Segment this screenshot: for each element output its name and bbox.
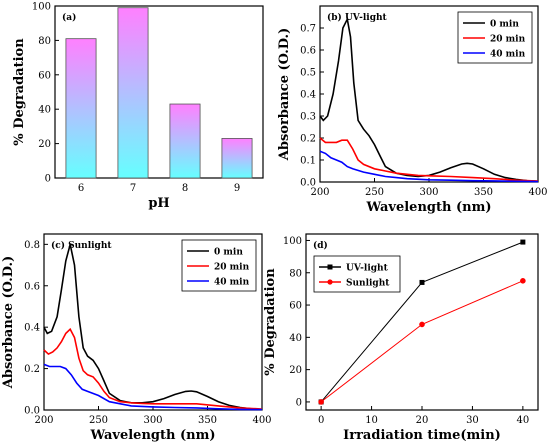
x-tick-label: 9 <box>234 183 240 194</box>
y-tick-label: 0.8 <box>24 240 40 251</box>
bar-ph-9 <box>221 138 253 179</box>
series-line-0-min <box>43 244 263 411</box>
y-tick-label: 80 <box>289 268 302 279</box>
data-point <box>520 278 526 284</box>
series-line-sunlight <box>320 280 524 403</box>
y-tick-label: 40 <box>38 105 51 116</box>
y-tick-label: 0.5 <box>300 68 316 79</box>
data-point <box>520 239 526 245</box>
y-tick-label: 0.0 <box>300 178 316 189</box>
panel-d-degradation-time: 0 20 40 60 80 100 0 10 20 30 40 Irradiation time(mi… <box>263 233 539 443</box>
x-tick-label: 40 <box>517 415 530 426</box>
y-tick-label: 0 <box>45 174 51 185</box>
x-tick-label: 300 <box>419 187 438 198</box>
x-tick-label: 6 <box>78 183 84 194</box>
y-tick-label: 0.2 <box>300 134 316 145</box>
series-line-20-min <box>319 137 539 182</box>
y-axis-label: Absorbance (O.D.) <box>277 28 292 161</box>
x-tick-label: 0 <box>318 415 324 426</box>
panel-c-sunlight-spectra: 0.0 0.2 0.4 0.6 0.8 200 250 300 350 400 Wavelength… <box>1 233 272 443</box>
panel-label: (a) <box>62 12 76 23</box>
x-tick-label: 8 <box>182 183 188 194</box>
series-line-20-min <box>43 327 263 410</box>
y-tick-label: 80 <box>38 36 51 47</box>
data-point <box>419 279 425 285</box>
legend-label: 40 min <box>214 278 250 288</box>
y-tick-label: 60 <box>289 301 302 312</box>
plot-frame <box>54 5 264 179</box>
bar-ph-6 <box>65 38 97 179</box>
x-tick-label: 350 <box>474 187 493 198</box>
y-tick-label: 100 <box>283 236 302 247</box>
y-tick-label: 0.4 <box>300 90 316 101</box>
x-tick-label: 400 <box>252 415 271 426</box>
x-tick-label: 250 <box>365 187 384 198</box>
legend-label: UV-light <box>346 264 389 274</box>
x-axis-label: Wavelength (nm) <box>90 428 216 443</box>
y-tick-label: 20 <box>289 365 302 376</box>
x-tick-label: 30 <box>466 415 479 426</box>
x-tick-label: 10 <box>365 415 378 426</box>
x-axis-label: Wavelength (nm) <box>366 200 492 215</box>
legend-box <box>313 255 401 293</box>
x-tick-label: 300 <box>143 415 162 426</box>
bar-ph-8 <box>169 103 201 179</box>
x-axis-label: Irradiation time(min) <box>343 428 501 443</box>
y-tick-label: 0.6 <box>300 46 316 57</box>
x-tick-label: 200 <box>310 187 329 198</box>
legend-marker <box>327 264 333 270</box>
y-tick-label: 0.2 <box>24 364 40 375</box>
legend-marker <box>327 279 333 285</box>
y-tick-label: 0 <box>296 397 302 408</box>
legend-label: 0 min <box>490 20 519 30</box>
y-tick-label: 0.7 <box>300 24 316 35</box>
series-line-0-min <box>319 16 539 183</box>
x-tick-label: 7 <box>130 183 136 194</box>
series-line-40-min <box>319 150 539 183</box>
panel-label: (b) UV-light <box>327 12 388 23</box>
y-tick-label: 0.6 <box>24 281 40 292</box>
x-axis-label: pH <box>148 196 169 211</box>
y-tick-label: 0.1 <box>300 156 316 167</box>
panel-b-uv-spectra: 0.0 0.1 0.2 0.3 0.4 0.5 0.6 0.7 200 250 300 350 400 W… <box>277 5 548 215</box>
panel-label: (c) Sunlight <box>51 240 112 251</box>
y-tick-label: 60 <box>38 70 51 81</box>
y-axis-label: % Degradation <box>263 268 278 376</box>
legend-label: 0 min <box>214 248 243 258</box>
legend-label: Sunlight <box>346 279 390 289</box>
x-tick-label: 20 <box>416 415 429 426</box>
legend-label: 40 min <box>490 50 526 60</box>
series-line-40-min <box>43 363 263 411</box>
y-tick-label: 20 <box>38 139 51 150</box>
x-tick-label: 250 <box>89 415 108 426</box>
panel-a-bar-chart: 0 20 40 60 80 100 6 7 8 9 pH % Degradation (a) <box>12 2 264 211</box>
bar-ph-7 <box>117 7 149 179</box>
data-point <box>318 399 324 405</box>
x-tick-label: 400 <box>528 187 547 198</box>
y-tick-label: 0.3 <box>300 112 316 123</box>
y-tick-label: 0.4 <box>24 323 40 334</box>
legend-label: 20 min <box>490 35 526 45</box>
y-tick-label: 100 <box>32 2 51 13</box>
data-point <box>419 321 425 328</box>
y-tick-label: 0.0 <box>24 406 40 417</box>
x-tick-label: 200 <box>34 415 53 426</box>
panel-label: (d) <box>313 240 328 251</box>
y-axis-label: Absorbance (O.D.) <box>1 256 16 389</box>
y-tick-label: 40 <box>289 333 302 344</box>
y-axis-label: % Degradation <box>12 38 27 146</box>
legend-label: 20 min <box>214 263 250 273</box>
x-tick-label: 350 <box>198 415 217 426</box>
